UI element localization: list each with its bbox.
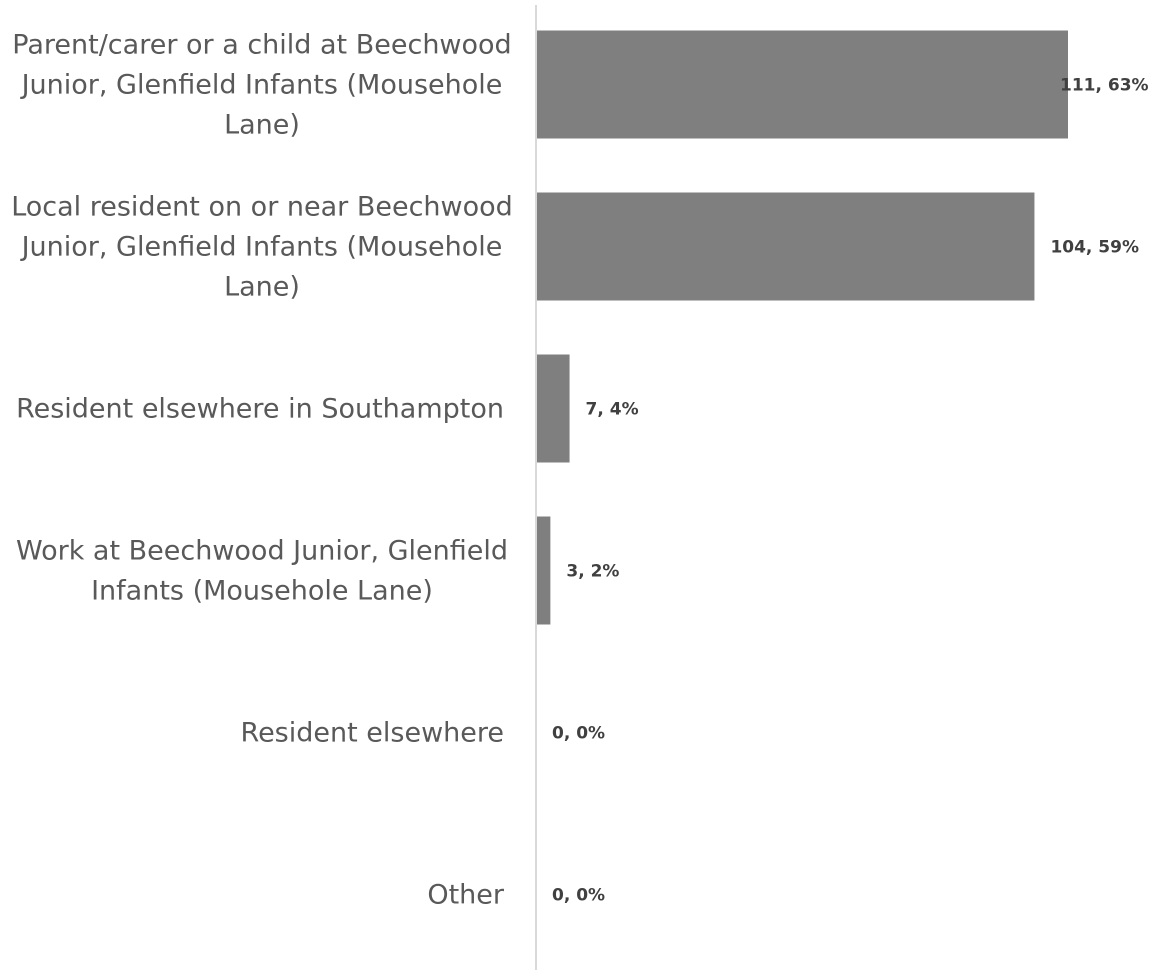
data-labels-group: 111, 63% 104, 59% 7, 4% 3, 2% 0, 0% 0, 0% [552, 76, 1149, 906]
bar-1 [536, 192, 1035, 301]
bar-2 [536, 354, 570, 463]
data-label-4: 0, 0% [552, 724, 605, 744]
data-label-5: 0, 0% [552, 886, 605, 906]
bar-3 [536, 516, 551, 625]
data-label-0: 111, 63% [1060, 76, 1149, 96]
data-label-1: 104, 59% [1050, 238, 1139, 258]
category-label-0: Parent/carer or a child at Beechwood Juni… [12, 30, 511, 141]
category-label-4: Resident elsewhere [241, 718, 504, 749]
data-label-3: 3, 2% [566, 562, 619, 582]
data-label-2: 7, 4% [586, 400, 639, 420]
bar-0 [536, 30, 1068, 139]
category-label-1: Local resident on or near Beechwood Junio… [11, 192, 513, 303]
category-label-5: Other [427, 880, 505, 911]
category-labels-group: Parent/carer or a child at Beechwood Juni… [11, 30, 513, 911]
bars-group [536, 30, 1068, 625]
category-label-2: Resident elsewhere in Southampton [16, 394, 504, 425]
category-label-3: Work at Beechwood Junior, Glenfield Infan… [16, 536, 508, 607]
